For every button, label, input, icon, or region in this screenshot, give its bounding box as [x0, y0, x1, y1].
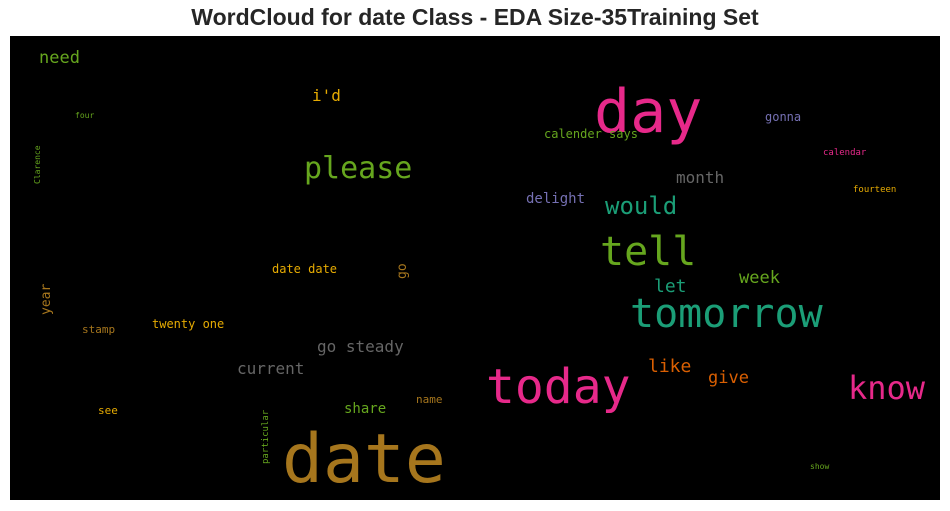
word-go-steady: go steady	[317, 337, 404, 356]
word-give: give	[708, 368, 749, 388]
word-need: need	[39, 48, 80, 68]
word-i-d: i'd	[312, 86, 341, 105]
word-four: four	[75, 111, 95, 120]
word-month: month	[676, 168, 725, 187]
wordcloud-canvas: date today day tomorrow tell know please would g…	[10, 36, 940, 500]
word-show: show	[810, 462, 830, 471]
word-year: year	[39, 283, 54, 315]
word-share: share	[344, 401, 387, 417]
word-day: day	[594, 77, 703, 147]
word-fourteen: fourteen	[853, 185, 897, 195]
word-go: go	[395, 263, 410, 279]
word-tomorrow: tomorrow	[630, 291, 823, 337]
word-tell: tell	[600, 229, 697, 275]
word-like: like	[648, 356, 692, 377]
word-calender-says: calender says	[544, 127, 638, 141]
word-would: would	[605, 192, 678, 220]
word-current: current	[237, 359, 305, 378]
word-gonna: gonna	[765, 110, 802, 124]
word-let: let	[654, 276, 687, 297]
chart-title: WordCloud for date Class - EDA Size-35Tr…	[191, 4, 759, 30]
word-see: see	[98, 404, 118, 417]
word-today: today	[486, 359, 631, 415]
word-stamp: stamp	[82, 323, 116, 336]
word-calendar: calendar	[823, 148, 867, 158]
word-name: name	[416, 393, 443, 406]
word-week: week	[739, 268, 780, 288]
word-know: know	[848, 369, 926, 407]
word-particular: particular	[261, 409, 271, 464]
word-date: date	[282, 420, 446, 499]
word-clarence: Clarence	[33, 145, 42, 184]
word-please: please	[304, 151, 413, 186]
word-date-date: date date	[272, 262, 338, 276]
word-twenty-one: twenty one	[152, 317, 225, 331]
word-delight: delight	[526, 191, 586, 207]
